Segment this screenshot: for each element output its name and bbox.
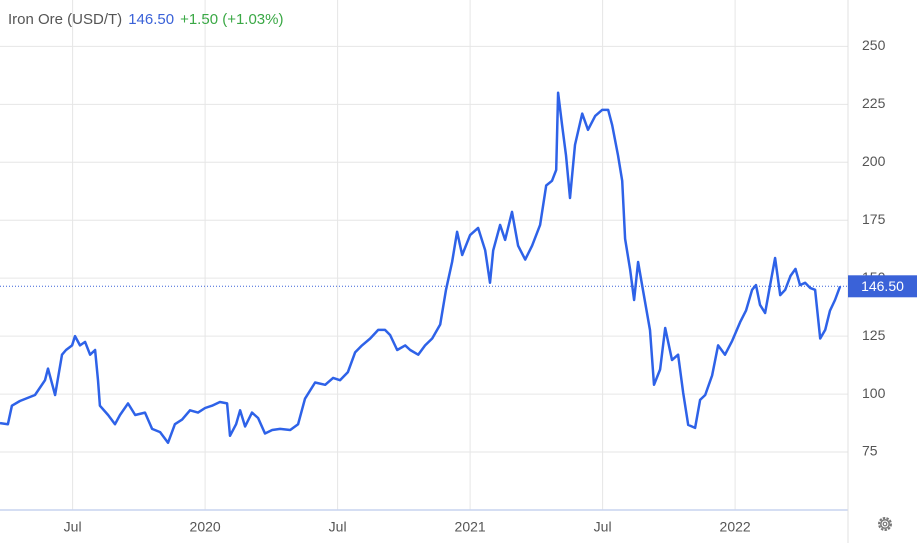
x-tick-label: Jul [329,519,347,535]
x-tick-label: 2020 [190,519,221,535]
y-tick-label: 100 [862,385,886,401]
last-price-box [848,275,917,298]
x-tick-label: 2021 [455,519,486,535]
price-line [0,91,842,445]
y-tick-label: 225 [862,95,886,111]
x-tick-label: Jul [64,519,82,535]
y-tick-label: 175 [862,211,886,227]
instrument-title: Iron Ore (USD/T) [8,11,123,28]
y-tick-label: 200 [862,153,886,169]
y-tick-label: 250 [862,37,886,53]
price-change: +1.50 (+1.03%) [180,11,284,28]
settings-icon[interactable] [878,517,892,531]
last-price: 146.50 [128,11,175,28]
last-price-label: 146.50 [861,278,904,294]
x-tick-label: 2022 [720,519,751,535]
header: Iron Ore (USD/T) 146.50 +1.50 (+1.03%) [8,11,289,28]
x-tick-label: Jul [594,519,612,535]
y-tick-label: 125 [862,327,886,343]
y-tick-label: 75 [862,443,878,459]
